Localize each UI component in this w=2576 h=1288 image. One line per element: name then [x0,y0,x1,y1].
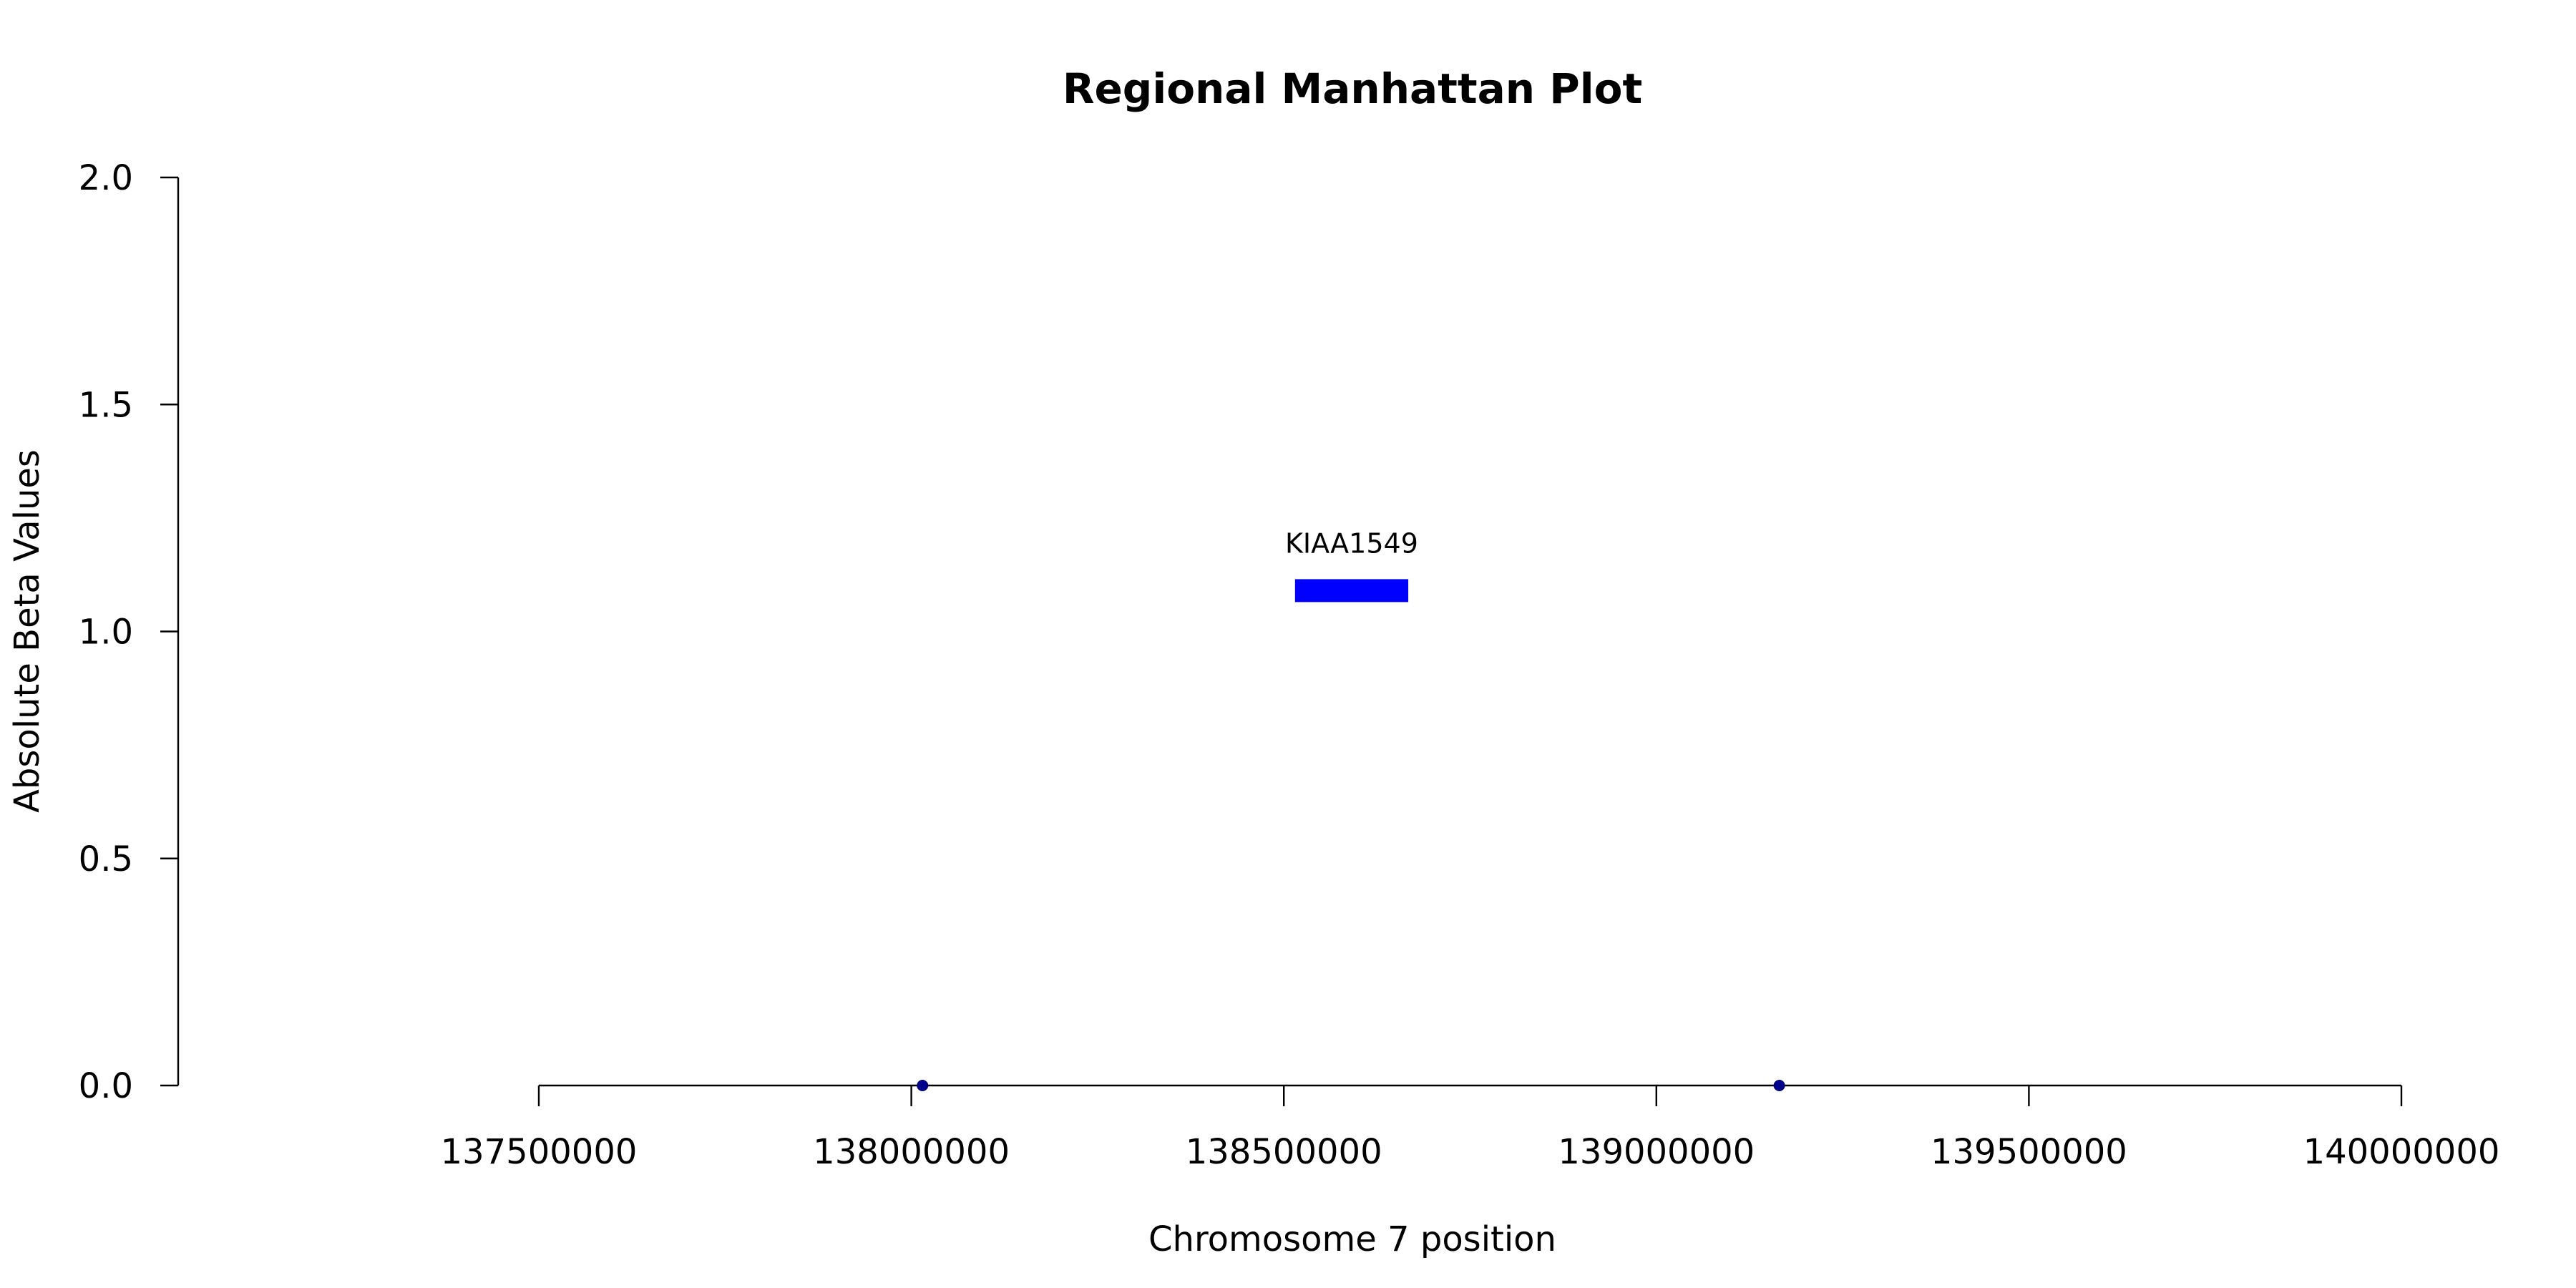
y-tick-label: 1.5 [79,385,133,425]
y-tick-label: 1.0 [79,613,133,653]
y-axis-title: Absolute Beta Values [7,449,47,813]
x-tick-label: 138500000 [1186,1132,1382,1172]
y-tick-label: 0.5 [79,839,133,879]
x-tick-label: 137500000 [441,1132,638,1172]
gene-bar [1294,579,1409,602]
x-tick-label: 139500000 [1931,1132,2127,1172]
x-tick-label: 140000000 [2303,1132,2500,1172]
chart-title: Regional Manhattan Plot [1063,64,1642,113]
data-points [917,1080,1785,1091]
y-tick-label: 2.0 [79,158,133,198]
y-tick-label: 0.0 [79,1066,133,1106]
data-point [917,1080,929,1091]
gene-label: KIAA1549 [1285,527,1418,559]
data-point [1773,1080,1785,1091]
x-axis-ticks: 137500000 138000000 138500000 139000000 1395… [441,1085,2500,1172]
x-axis-title: Chromosome 7 position [1148,1219,1556,1259]
x-tick-label: 138000000 [813,1132,1010,1172]
y-axis-ticks: 0.0 0.5 1.0 1.5 2.0 [79,158,178,1106]
x-tick-label: 139000000 [1558,1132,1755,1172]
gene-track: KIAA1549 [1285,527,1418,602]
